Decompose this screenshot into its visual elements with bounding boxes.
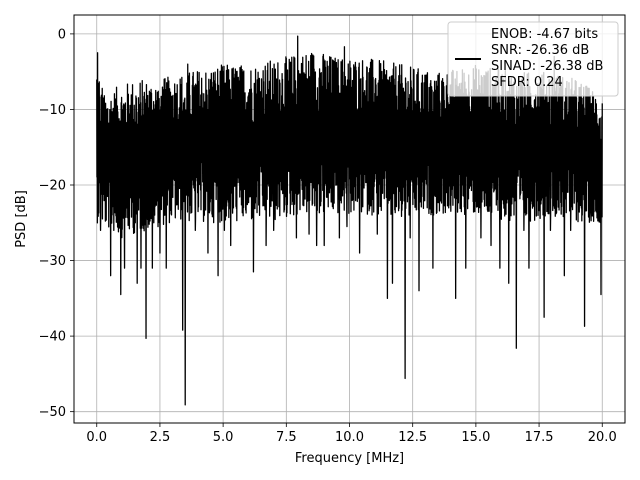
legend-enob: ENOB: -4.67 bits: [491, 27, 598, 42]
legend-box: [447, 21, 619, 97]
legend-sfdr: SFDR: 0.24: [491, 75, 563, 90]
legend-snr: SNR: -26.36 dB: [491, 43, 589, 58]
psd-series-line: [96, 35, 603, 406]
y-tick-label: −50: [39, 405, 66, 420]
x-tick-label: 0.0: [86, 430, 107, 445]
tick-layer: 0.0 2.5 5.0 7.5 10.0 12.5 15.0 17.5 20.0 0 −10 −20 −…: [39, 27, 617, 445]
x-axis-label: Frequency [MHz]: [295, 451, 404, 466]
data-layer: [96, 35, 603, 406]
x-tick-label: 7.5: [276, 430, 297, 445]
y-tick-label: −30: [39, 254, 66, 269]
y-tick-label: 0: [58, 27, 66, 42]
y-axis-label: PSD [dB]: [14, 190, 29, 248]
x-tick-label: 12.5: [398, 430, 427, 445]
legend-sinad: SINAD: -26.38 dB: [491, 59, 603, 74]
x-tick-label: 2.5: [150, 430, 171, 445]
y-tick-label: −10: [39, 103, 66, 118]
y-tick-label: −20: [39, 179, 66, 194]
y-tick-label: −40: [39, 330, 66, 345]
x-tick-label: 15.0: [461, 430, 490, 445]
x-tick-label: 20.0: [588, 430, 617, 445]
legend: ENOB: -4.67 bits SNR: -26.36 dB SINAD: -…: [447, 21, 619, 97]
x-tick-label: 10.0: [335, 430, 364, 445]
x-tick-label: 17.5: [525, 430, 554, 445]
x-tick-label: 5.0: [213, 430, 234, 445]
